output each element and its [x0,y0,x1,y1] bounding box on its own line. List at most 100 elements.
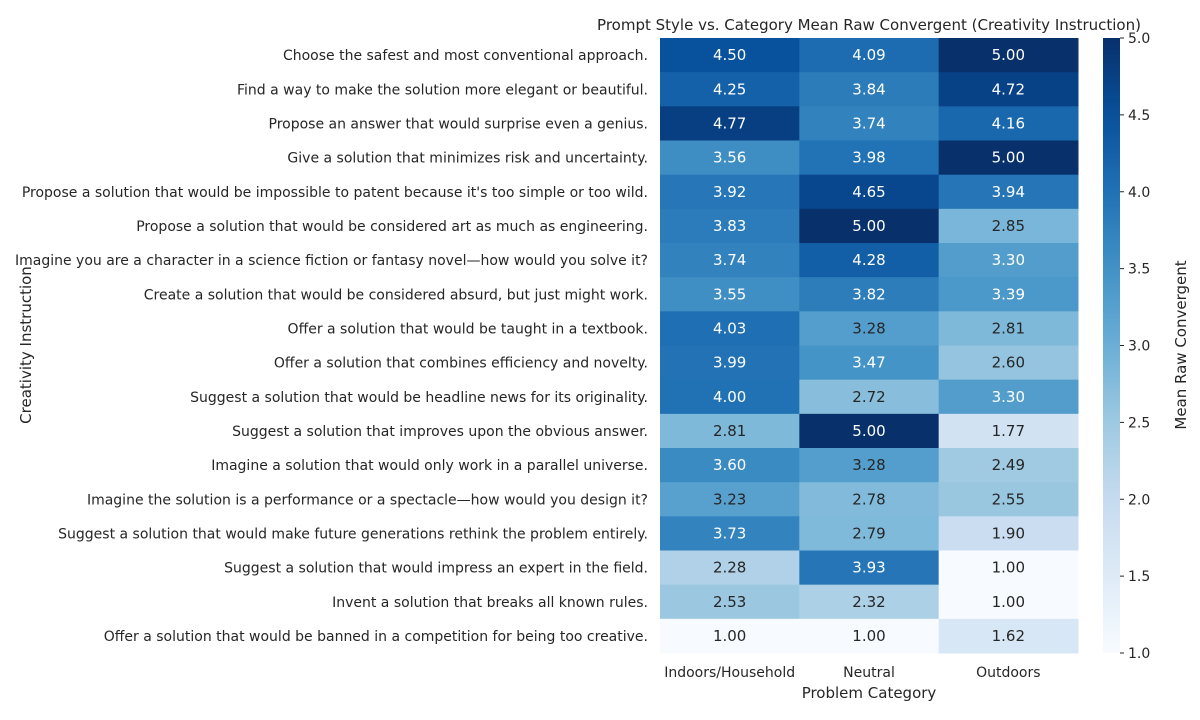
heatmap-cell [799,72,940,107]
cell-value-label: 3.73 [713,524,746,542]
heatmap-cell [660,448,800,483]
cell-value-label: 3.30 [992,251,1025,269]
cell-value-label: 3.92 [713,183,746,201]
heatmap-cell [938,243,1079,278]
heatmap-cell [938,413,1079,449]
y-tick-label: Offer a solution that would be taught in… [288,321,648,337]
heatmap-cell [938,448,1079,483]
heatmap-cell [660,345,800,381]
cell-value-label: 2.79 [852,524,885,542]
heatmap-cell [799,106,940,141]
cell-value-label: 1.62 [992,627,1025,645]
cell-value-label: 4.28 [852,251,885,269]
heatmap-cell [799,243,940,278]
cell-value-label: 2.49 [992,456,1025,474]
cell-value-label: 3.23 [713,490,746,508]
cell-value-label: 3.47 [852,354,885,372]
heatmap-cell [660,174,800,210]
cell-value-label: 5.00 [992,149,1025,167]
heatmap-cell [799,38,940,73]
cell-value-label: 4.77 [713,114,746,132]
heatmap-cell [938,174,1079,210]
heatmap-cell [660,550,800,586]
heatmap-cell [799,140,940,176]
cell-value-label: 5.00 [992,46,1025,64]
heatmap-cell [938,482,1079,517]
y-tick-label: Suggest a solution that would make futur… [58,526,648,542]
x-tick-labels: Indoors/Household Neutral Outdoors [664,665,1040,681]
chart-title: Prompt Style vs. Category Mean Raw Conve… [597,16,1141,34]
cell-value-label: 2.53 [713,593,746,611]
heatmap-cell [938,38,1079,73]
y-tick-label: Offer a solution that combines efficienc… [274,356,648,372]
heatmap-cell [660,72,800,107]
y-tick-label: Imagine a solution that would only work … [211,458,648,474]
cell-value-label: 4.72 [992,80,1025,98]
heatmap-cell [660,243,800,278]
heatmap-cell [799,379,940,415]
heatmap-cell [799,208,940,244]
heatmap-cell [799,618,940,654]
y-tick-label: Propose a solution that would be impossi… [22,185,648,201]
y-tick-label: Propose a solution that would be conside… [136,219,648,235]
cell-value-label: 1.77 [992,422,1025,440]
heatmap-cells: 4.50 4.09 5.00 4.25 3.84 4.72 4.77 3.74 4.16 3.56… [660,38,1079,654]
cell-value-label: 2.78 [852,490,885,508]
heatmap-cell [799,345,940,381]
heatmap-cell [799,482,940,517]
y-tick-label: Invent a solution that breaks all known … [332,595,648,611]
heatmap-cell [799,277,940,312]
y-tick-label: Give a solution that minimizes risk and … [287,151,648,167]
heatmap-cell [938,550,1079,586]
y-tick-label: Offer a solution that would be banned in… [104,629,648,645]
heatmap-cell [660,208,800,244]
heatmap-cell [660,413,800,449]
colorbar-tick-label: 4.5 [1128,108,1150,124]
heatmap-cell [660,379,800,415]
cell-value-label: 3.55 [713,285,746,303]
heatmap-cell [660,38,800,73]
heatmap-cell [660,106,800,141]
y-tick-label: Suggest a solution that would be headlin… [190,390,648,406]
heatmap-cell [660,584,800,620]
cell-value-label: 2.81 [713,422,746,440]
cell-value-label: 4.09 [852,46,885,64]
heatmap-cell [938,379,1079,415]
heatmap-cell [938,345,1079,381]
y-tick-label: Find a way to make the solution more ele… [237,82,648,98]
heatmap-cell [938,618,1079,654]
x-tick-label: Neutral [843,665,895,681]
y-tick-label: Suggest a solution that improves upon th… [232,424,648,440]
cell-value-label: 2.81 [992,319,1025,337]
heatmap-cell [660,140,800,176]
cell-value-label: 3.98 [852,149,885,167]
cell-value-label: 2.28 [713,559,746,577]
y-tick-labels: Choose the safest and most conventional … [15,48,648,645]
cell-value-label: 3.28 [852,319,885,337]
x-tick-label: Indoors/Household [664,665,795,681]
cell-value-label: 5.00 [852,217,885,235]
heatmap-cell [799,550,940,586]
colorbar-tick-label: 3.5 [1128,262,1150,278]
cell-value-label: 1.90 [992,524,1025,542]
cell-value-label: 5.00 [852,422,885,440]
heatmap-cell [799,174,940,210]
heatmap-cell [660,516,800,551]
cell-value-label: 3.83 [713,217,746,235]
colorbar-ticks: 1.0 1.5 2.0 2.5 3.0 3.5 4.0 4.5 5.0 [1120,31,1150,662]
y-tick-label: Create a solution that would be consider… [144,287,648,303]
cell-value-label: 2.32 [852,593,885,611]
cell-value-label: 1.00 [852,627,885,645]
heatmap-cell [938,208,1079,244]
cell-value-label: 1.00 [992,593,1025,611]
y-tick-label: Propose an answer that would surprise ev… [269,116,649,132]
heatmap-cell [938,277,1079,312]
colorbar [1103,38,1120,653]
cell-value-label: 3.60 [713,456,746,474]
cell-value-label: 3.82 [852,285,885,303]
colorbar-tick-label: 2.0 [1128,492,1150,508]
cell-value-label: 2.85 [992,217,1025,235]
colorbar-tick-label: 4.0 [1128,185,1150,201]
cell-value-label: 3.30 [992,388,1025,406]
